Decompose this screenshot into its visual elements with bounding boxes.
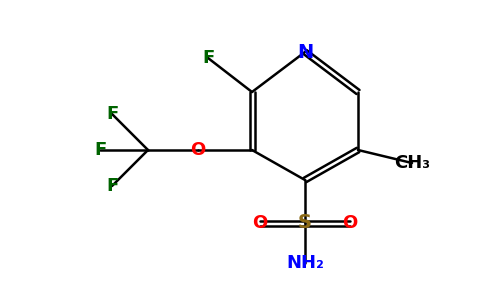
Text: F: F bbox=[94, 141, 106, 159]
Text: N: N bbox=[297, 43, 313, 61]
Text: CH₃: CH₃ bbox=[394, 154, 430, 172]
Text: NH₂: NH₂ bbox=[286, 254, 324, 272]
Text: O: O bbox=[190, 141, 206, 159]
Text: F: F bbox=[106, 105, 118, 123]
Text: F: F bbox=[202, 49, 214, 67]
Text: F: F bbox=[106, 177, 118, 195]
Text: S: S bbox=[298, 214, 312, 232]
Text: O: O bbox=[342, 214, 358, 232]
Text: O: O bbox=[252, 214, 268, 232]
